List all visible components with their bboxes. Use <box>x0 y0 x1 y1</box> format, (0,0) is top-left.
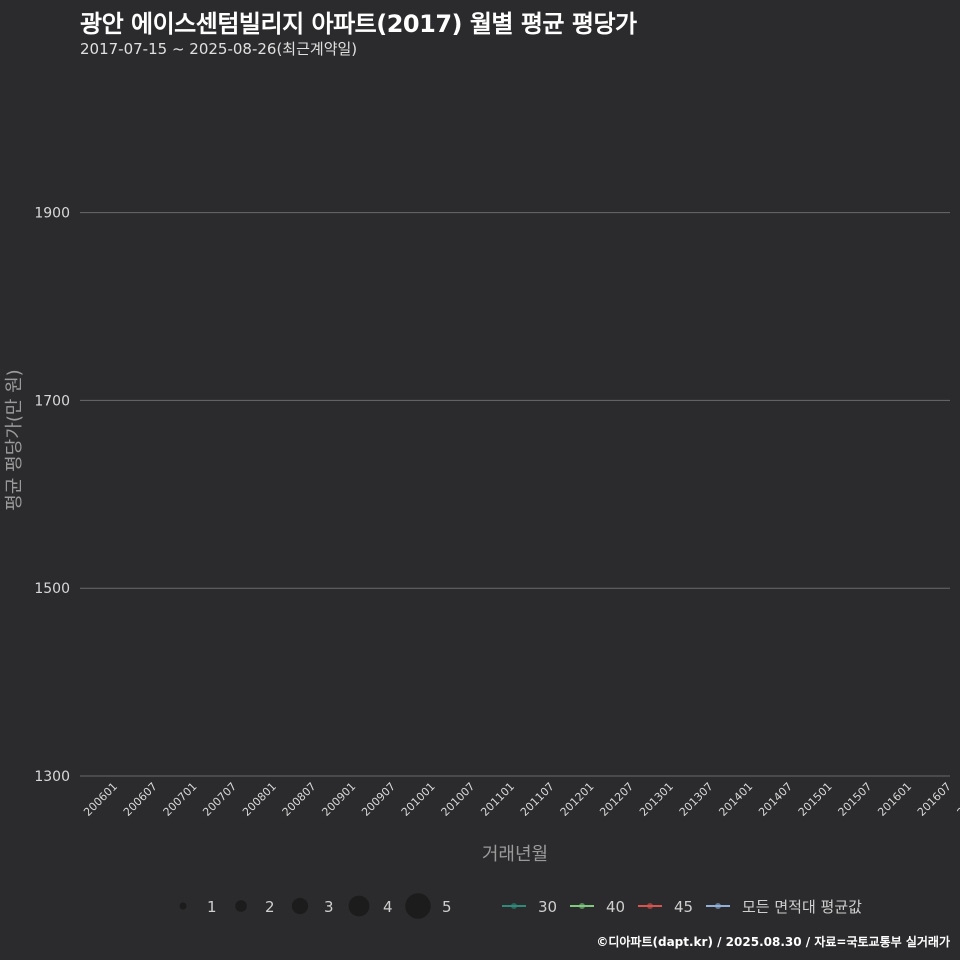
size-legend-circle <box>179 902 187 910</box>
x-tick-label: 200801 <box>240 780 279 819</box>
size-legend-label: 1 <box>207 898 217 916</box>
series-legend-label: 30 <box>538 898 557 916</box>
x-tick-label: 201201 <box>558 780 597 819</box>
x-tick-label: 201001 <box>399 780 438 819</box>
y-tick-label: 1700 <box>34 393 70 409</box>
x-tick-label: 200701 <box>161 780 200 819</box>
chart-title: 광안 에이스센텀빌리지 아파트(2017) 월별 평균 평당가 <box>80 10 637 38</box>
x-tick-label: 201501 <box>796 780 835 819</box>
size-legend-circle <box>405 893 431 919</box>
series-legend-dot <box>579 903 585 909</box>
x-tick-label: 201307 <box>677 780 716 819</box>
x-tick-label: 201601 <box>875 780 914 819</box>
size-legend-label: 3 <box>324 898 334 916</box>
x-tick-label: 200907 <box>359 780 398 819</box>
chart-subtitle: 2017-07-15 ~ 2025-08-26(최근계약일) <box>80 40 358 58</box>
x-axis-title: 거래년월 <box>482 844 548 865</box>
x-tick-label: 201607 <box>915 780 954 819</box>
y-tick-label: 1300 <box>34 769 70 785</box>
size-legend-label: 5 <box>442 898 452 916</box>
series-legend-label: 45 <box>674 898 693 916</box>
x-tick-label: 200901 <box>319 780 358 819</box>
x-tick-label: 201301 <box>637 780 676 819</box>
series-legend-dot <box>647 903 653 909</box>
size-legend-circle <box>348 895 370 917</box>
size-legend-label: 4 <box>383 898 393 916</box>
x-tick-label: 201701 <box>955 780 960 819</box>
x-tick-label: 200707 <box>200 780 239 819</box>
x-tick-label: 201207 <box>597 780 636 819</box>
x-tick-label: 201101 <box>478 780 517 819</box>
x-tick-label: 201507 <box>836 780 875 819</box>
series-legend-label: 모든 면적대 평균값 <box>742 898 862 916</box>
y-tick-label: 1500 <box>34 581 70 597</box>
x-tick-label: 200807 <box>280 780 319 819</box>
y-axis-title: 평균 평당가(만 원) <box>4 369 25 510</box>
series-legend-dot <box>511 903 517 909</box>
x-tick-label: 201007 <box>439 780 478 819</box>
size-legend-circle <box>235 900 247 912</box>
x-tick-label: 201107 <box>518 780 557 819</box>
size-legend-label: 2 <box>265 898 275 916</box>
x-tick-label: 201407 <box>756 780 795 819</box>
x-tick-label: 200601 <box>81 780 120 819</box>
y-tick-label: 1900 <box>34 206 70 222</box>
x-tick-label: 200607 <box>121 780 160 819</box>
size-legend-circle <box>291 897 309 915</box>
source-caption: ©디아파트(dapt.kr) / 2025.08.30 / 자료=국토교통부 실… <box>596 935 950 949</box>
series-legend-dot <box>715 903 721 909</box>
series-legend-label: 40 <box>606 898 625 916</box>
x-tick-label: 201401 <box>716 780 755 819</box>
